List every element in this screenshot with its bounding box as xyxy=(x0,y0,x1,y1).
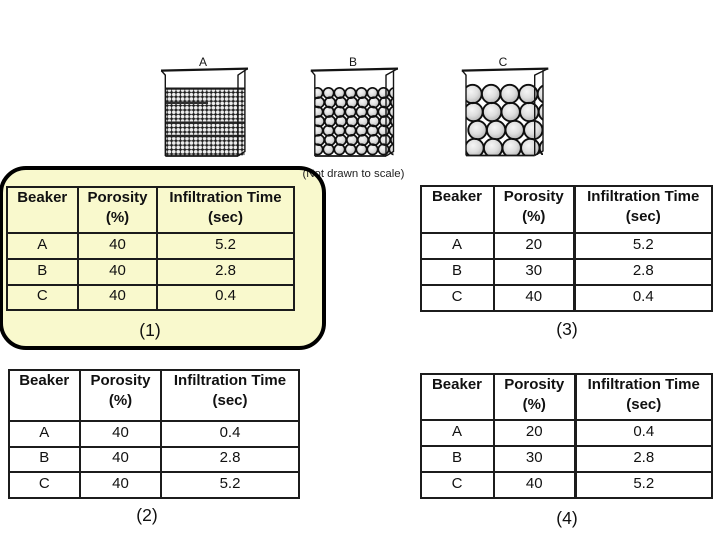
svg-text:C: C xyxy=(499,55,508,69)
svg-text:B: B xyxy=(349,55,357,69)
svg-text:A: A xyxy=(199,55,207,69)
